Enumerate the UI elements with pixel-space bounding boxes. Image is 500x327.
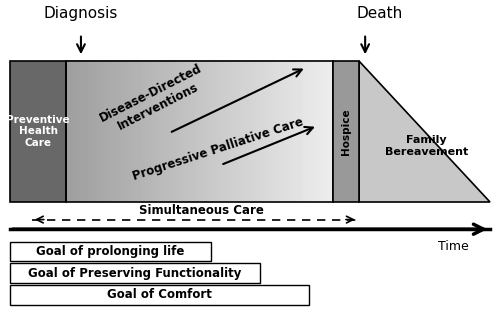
Text: Diagnosis: Diagnosis — [44, 6, 118, 21]
Bar — [334, 61, 359, 202]
Polygon shape — [359, 61, 490, 202]
Bar — [10, 264, 260, 283]
Bar — [10, 242, 211, 261]
Text: Progressive Palliative Care: Progressive Palliative Care — [131, 115, 305, 183]
Bar — [10, 61, 66, 202]
Text: Time: Time — [438, 240, 468, 253]
Text: Simultaneous Care: Simultaneous Care — [138, 204, 264, 217]
Text: Hospice: Hospice — [341, 108, 351, 155]
Text: Goal of Comfort: Goal of Comfort — [107, 288, 212, 301]
Text: Death: Death — [356, 6, 403, 21]
Text: Goal of Preserving Functionality: Goal of Preserving Functionality — [28, 267, 242, 280]
Text: Family
Bereavement: Family Bereavement — [385, 135, 468, 157]
Text: Preventive
Health
Care: Preventive Health Care — [6, 115, 70, 148]
Bar — [66, 61, 334, 202]
Text: Goal of prolonging life: Goal of prolonging life — [36, 245, 184, 258]
Bar — [10, 285, 309, 304]
Text: Disease-Directed
Interventions: Disease-Directed Interventions — [98, 62, 212, 138]
